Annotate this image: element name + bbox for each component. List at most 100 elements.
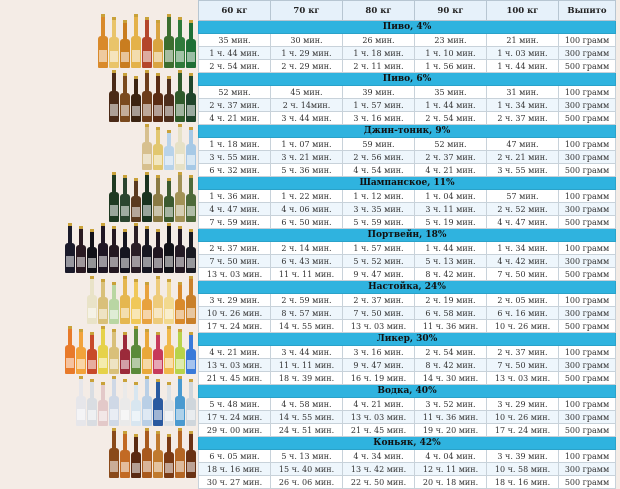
amount-cell: 300 грамм	[558, 462, 616, 476]
bottle-icon	[142, 226, 152, 273]
amount-cell: 500 грамм	[558, 59, 616, 73]
col-header-60kg: 60 кг	[198, 0, 271, 21]
time-cell: 17 ч. 24 мин.	[486, 423, 559, 437]
time-cell: 21 мин.	[486, 33, 559, 47]
time-cell: 1 ч. 18 мин.	[198, 137, 271, 151]
time-cell: 2 ч. 37 мин.	[198, 98, 271, 112]
time-cell: 2 ч. 37 мин.	[414, 150, 487, 164]
amount-cell: 500 грамм	[558, 475, 616, 489]
time-cell: 3 ч. 11 мин.	[414, 202, 487, 216]
bottle-icon	[175, 17, 185, 68]
time-cell: 1 ч. 22 мин.	[270, 189, 343, 203]
time-cell: 2 ч. 19 мин.	[414, 293, 487, 307]
bottle-icon	[175, 226, 185, 273]
bottle-icon	[120, 175, 130, 222]
table-row: 7 ч. 59 мин. 6 ч. 50 мин. 5 ч. 59 мин. 5 ч.…	[198, 215, 616, 229]
time-cell: 5 ч. 52 мин.	[342, 254, 415, 268]
time-cell: 11 ч. 36 мин.	[414, 319, 487, 333]
time-cell: 13 ч. 03 мин.	[342, 410, 415, 424]
bottle-icon	[109, 329, 119, 374]
time-cell: 3 ч. 52 мин.	[414, 397, 487, 411]
table-row: 17 ч. 24 мин. 14 ч. 55 мин. 13 ч. 03 мин. 1…	[198, 319, 616, 333]
amount-cell: 500 грамм	[558, 215, 616, 229]
time-cell: 47 мин.	[486, 137, 559, 151]
bottle-icon	[87, 229, 97, 273]
time-cell: 52 мин.	[198, 85, 271, 99]
time-cell: 9 ч. 47 мин.	[342, 358, 415, 372]
section-title: Шампанское, 11%	[198, 176, 616, 190]
bottle-icon	[153, 127, 163, 170]
time-cell: 7 ч. 50 мин.	[342, 306, 415, 320]
time-cell: 3 ч. 44 мин.	[270, 345, 343, 359]
bottle-icon	[164, 382, 174, 426]
bottle-icon	[175, 428, 185, 478]
bottle-icon	[175, 172, 185, 222]
time-cell: 1 ч. 44 мин.	[414, 241, 487, 255]
amount-cell: 100 грамм	[558, 137, 616, 151]
time-cell: 6 ч. 05 мин.	[198, 449, 271, 463]
time-cell: 4 ч. 21 мин.	[414, 163, 487, 177]
bottle-icon	[153, 332, 163, 374]
section-title: Пиво, 4%	[198, 20, 616, 34]
time-cell: 6 ч. 50 мин.	[270, 215, 343, 229]
bottle-icon	[164, 326, 174, 374]
bottle-group-cognac	[109, 428, 196, 478]
time-cell: 13 ч. 03 мин.	[342, 319, 415, 333]
time-cell: 4 ч. 34 мин.	[342, 449, 415, 463]
time-cell: 2 ч. 14мин.	[270, 98, 343, 112]
bottle-icon	[65, 223, 75, 273]
bottle-icon	[87, 379, 97, 426]
amount-cell: 100 грамм	[558, 449, 616, 463]
bottle-icon	[142, 17, 152, 68]
bottle-icon	[153, 73, 163, 122]
time-cell: 3 ч. 29 мин.	[198, 293, 271, 307]
time-cell: 1 ч. 29 мин.	[270, 46, 343, 60]
time-cell: 35 мин.	[414, 85, 487, 99]
time-cell: 2 ч. 37 мин.	[198, 241, 271, 255]
header-row: 60 кг 70 кг 80 кг 90 кг 100 кг Выпито	[198, 0, 616, 21]
section-title: Джин-тоник, 9%	[198, 124, 616, 138]
time-cell: 26 мин.	[342, 33, 415, 47]
time-cell: 1 ч. 44 мин.	[198, 46, 271, 60]
time-cell: 10 ч. 26 мин.	[198, 306, 271, 320]
section-header-row: Пиво, 4%	[198, 20, 616, 34]
time-cell: 13 ч. 42 мин.	[342, 462, 415, 476]
bottle-icon	[131, 326, 141, 374]
section-title: Портвейн, 18%	[198, 228, 616, 242]
bottle-icon	[142, 282, 152, 324]
section-title: Коньяк, 42%	[198, 436, 616, 450]
bottle-icon	[153, 379, 163, 426]
time-cell: 59 мин.	[342, 137, 415, 151]
table-row: 4 ч. 21 мин. 3 ч. 44 мин. 3 ч. 16 мин. 2 ч.…	[198, 111, 616, 125]
section-header-row: Водка, 40%	[198, 384, 616, 398]
section-header-row: Пиво, 6%	[198, 72, 616, 86]
time-cell: 22 ч. 50 мин.	[342, 475, 415, 489]
col-header-drunk: Выпито	[558, 0, 616, 21]
bottle-icon	[131, 279, 141, 324]
time-cell: 4 ч. 47 мин.	[198, 202, 271, 216]
bottle-group-champagne	[109, 172, 196, 222]
table-row: 29 ч. 00 мин. 24 ч. 51 мин. 21 ч. 45 мин. 1…	[198, 423, 616, 437]
bottle-icon	[98, 279, 108, 324]
time-cell: 35 мин.	[198, 33, 271, 47]
time-cell: 5 ч. 36 мин.	[270, 163, 343, 177]
bottle-icon	[142, 329, 152, 374]
bottle-icon	[186, 379, 196, 426]
bottle-icon	[164, 76, 174, 122]
bottle-group-liqueur	[65, 326, 196, 374]
time-cell: 2 ч. 56 мин.	[342, 150, 415, 164]
section-title: Водка, 40%	[198, 384, 616, 398]
bottle-icon	[87, 332, 97, 374]
bottle-icon	[175, 376, 185, 426]
time-cell: 1 ч. 07 мин.	[270, 137, 343, 151]
section-header-row: Ликер, 30%	[198, 332, 616, 346]
bottle-group-port	[65, 223, 196, 273]
time-cell: 3 ч. 29 мин.	[486, 397, 559, 411]
bottle-icon	[109, 17, 119, 68]
bottle-icon	[131, 14, 141, 68]
time-cell: 13 ч. 03 мин.	[486, 371, 559, 385]
time-cell: 11 ч. 11 мин.	[270, 358, 343, 372]
bottle-icon	[131, 178, 141, 222]
time-cell: 20 ч. 18 мин.	[414, 475, 487, 489]
time-cell: 3 ч. 16 мин.	[342, 111, 415, 125]
